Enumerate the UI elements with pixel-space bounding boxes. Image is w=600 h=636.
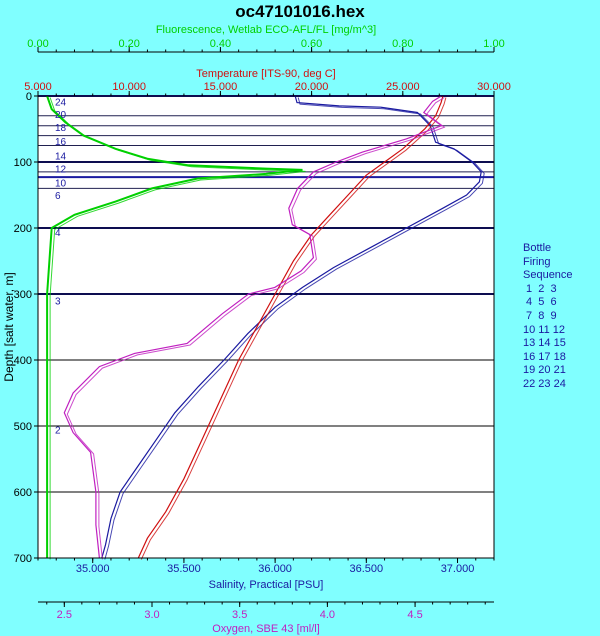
x-tick-label-temperature: 5.000 <box>24 81 52 93</box>
x-tick-label-salinity: 36.500 <box>349 563 383 575</box>
x-axis-label-fluorescence: Fluorescence, Wetlab ECO-AFL/FL [mg/m^3] <box>156 24 376 36</box>
series-line-oxygen-upcast <box>66 97 446 560</box>
bottle-marker-label: 12 <box>55 165 67 176</box>
x-tick-label-oxygen: 3.0 <box>144 609 159 621</box>
bottle-marker-label: 20 <box>55 110 67 121</box>
x-tick-label-fluorescence: 1.00 <box>483 38 504 50</box>
x-tick-label-salinity: 36.000 <box>258 563 292 575</box>
x-tick-label-fluorescence: 0.20 <box>118 38 139 50</box>
bottle-marker-label: 24 <box>55 97 67 108</box>
series-line-salinity-upcast <box>104 97 485 560</box>
y-tick-label: 600 <box>14 487 32 499</box>
series-line-temperature-upcast <box>140 97 447 560</box>
y-tick-label: 500 <box>14 421 32 433</box>
x-tick-label-salinity: 35.500 <box>167 563 201 575</box>
bottle-marker-label: 16 <box>55 137 67 148</box>
x-tick-label-oxygen: 4.0 <box>320 609 335 621</box>
bottle-marker-label: 10 <box>55 178 67 189</box>
x-tick-label-fluorescence: 0.00 <box>27 38 48 50</box>
chart-title: oc47101016.hex <box>235 2 365 21</box>
legend-row: 16 17 18 <box>523 350 566 363</box>
bottle-marker-label: 14 <box>55 151 67 162</box>
axes-group: 0 100 200 300 400 500 600 700 Depth [salt water,… <box>2 24 511 635</box>
x-tick-label-temperature: 15.000 <box>204 81 238 93</box>
x-axis-label-oxygen: Oxygen, SBE 43 [ml/l] <box>212 623 320 635</box>
x-tick-label-oxygen: 4.5 <box>407 609 422 621</box>
y-tick-label: 100 <box>14 157 32 169</box>
x-tick-label-fluorescence: 0.80 <box>392 38 413 50</box>
y-tick-label: 0 <box>26 91 32 103</box>
y-axis-label: Depth [salt water, m] <box>2 272 16 381</box>
series-group <box>46 95 485 560</box>
bottle-marker-label: 3 <box>55 297 61 308</box>
x-axis-label-temperature: Temperature [ITS-90, deg C] <box>196 68 335 80</box>
series-line-temperature <box>137 95 444 559</box>
y-tick-label: 300 <box>14 289 32 301</box>
bottle-firing-legend: Bottle Firing Sequence 1 2 3 4 5 6 7 8 9… <box>523 242 597 392</box>
legend-row: 7 8 9 <box>523 309 557 322</box>
plot-background <box>38 96 494 558</box>
bottle-marker-label: 4 <box>55 228 61 239</box>
x-tick-label-fluorescence: 0.40 <box>210 38 231 50</box>
bottle-marker-label: 6 <box>55 191 61 202</box>
y-tick-label: 700 <box>14 553 32 565</box>
legend-row: 4 5 6 <box>523 296 557 309</box>
legend-title-line-3: Sequence <box>523 269 573 282</box>
legend-row: 13 14 15 <box>523 337 566 350</box>
x-tick-label-salinity: 35.000 <box>76 563 110 575</box>
y-tick-label: 400 <box>14 355 32 367</box>
series-line-oxygen <box>63 95 443 559</box>
x-tick-label-oxygen: 3.5 <box>232 609 247 621</box>
bottle-marker-label: 18 <box>55 123 67 134</box>
legend-row: 22 23 24 <box>523 377 566 390</box>
x-tick-label-temperature: 20.000 <box>295 81 329 93</box>
bottle-marker-label: 2 <box>55 425 61 436</box>
legend-row: 1 2 3 <box>523 282 557 295</box>
legend-title-line-1: Bottle <box>523 242 552 254</box>
x-tick-label-temperature: 30.000 <box>477 81 511 93</box>
x-tick-label-temperature: 25.000 <box>386 81 420 93</box>
x-tick-label-fluorescence: 0.60 <box>301 38 322 50</box>
x-tick-label-oxygen: 2.5 <box>57 609 72 621</box>
series-line-fluorescence-upcast <box>49 97 306 560</box>
x-tick-label-temperature: 10.000 <box>112 81 146 93</box>
legend-row: 10 11 12 <box>523 323 566 336</box>
bottle-markers: 24 20 18 16 14 12 10 6 4 3 2 <box>55 97 67 436</box>
x-axis-label-salinity: Salinity, Practical [PSU] <box>209 579 324 591</box>
x-tick-label-salinity: 37.000 <box>441 563 475 575</box>
legend-title-line-2: Firing <box>523 255 551 268</box>
y-tick-label: 200 <box>14 223 32 235</box>
series-line-salinity <box>101 95 482 559</box>
legend-row: 19 20 21 <box>523 364 566 377</box>
series-line-fluorescence <box>46 95 303 558</box>
plot-border <box>37 95 495 559</box>
plot-area <box>38 96 494 558</box>
